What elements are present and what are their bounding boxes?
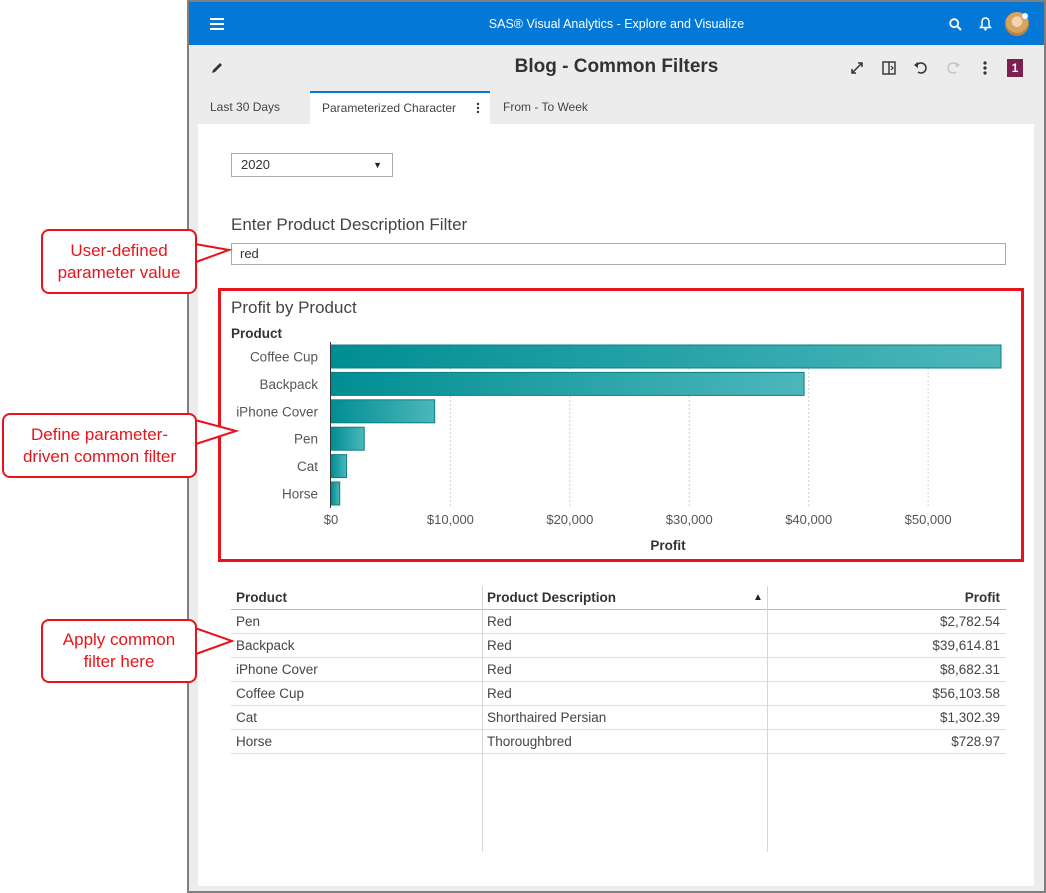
- callout-define-common-filter: Define parameter- driven common filter: [2, 413, 197, 478]
- status-dot: [1022, 13, 1028, 19]
- bar[interactable]: [330, 481, 341, 506]
- column-header-profit[interactable]: Profit: [964, 590, 1000, 605]
- report-tabs: Last 30 Days Parameterized Character Fro…: [189, 91, 1044, 124]
- x-tick-label: $30,000: [666, 512, 713, 527]
- cell-product-description: Shorthaired Persian: [487, 710, 607, 725]
- category-label: iPhone Cover: [236, 404, 318, 419]
- callout-line: Apply common: [62, 630, 176, 649]
- app-title: SAS® Visual Analytics - Explore and Visu…: [488, 17, 745, 31]
- bar[interactable]: [330, 371, 805, 396]
- more-vertical-icon[interactable]: [975, 58, 995, 78]
- category-label: Pen: [294, 432, 318, 447]
- bar[interactable]: [330, 344, 1002, 369]
- table-header-row: Product Product Description ▲ Profit: [231, 586, 1006, 610]
- report-canvas: 2020 ▼ Enter Product Description Filter …: [198, 124, 1034, 886]
- product-description-filter-input[interactable]: red: [231, 243, 1006, 265]
- cell-product: iPhone Cover: [236, 662, 318, 677]
- bar[interactable]: [330, 426, 365, 451]
- cell-product-description: Thoroughbred: [487, 734, 572, 749]
- table-row[interactable]: Horse Thoroughbred $728.97: [231, 730, 1006, 754]
- side-panel-icon[interactable]: [879, 58, 899, 78]
- redo-icon[interactable]: [943, 58, 963, 78]
- x-tick-label: $20,000: [546, 512, 593, 527]
- tab-label: Parameterized Character: [322, 101, 457, 115]
- profit-by-product-chart: Coffee Cup Backpack iPhone Cover Pen Cat Hors…: [231, 326, 1002, 553]
- x-tick-label: $10,000: [427, 512, 474, 527]
- tab-more-icon[interactable]: [475, 100, 481, 116]
- x-tick-label: $0: [324, 512, 338, 527]
- callout-line: filter here: [83, 652, 155, 671]
- chart-title: Profit by Product: [231, 298, 357, 317]
- filter-label: Enter Product Description Filter: [231, 215, 468, 234]
- cell-product-description: Red: [487, 614, 512, 629]
- table-row[interactable]: Pen Red $2,782.54: [231, 610, 1006, 634]
- x-tick-label: $40,000: [785, 512, 832, 527]
- cell-product-description: Red: [487, 638, 512, 653]
- app-header: SAS® Visual Analytics - Explore and Visu…: [189, 2, 1044, 45]
- bar[interactable]: [330, 454, 348, 479]
- callout-line: User-defined: [70, 241, 168, 260]
- callout-line: driven common filter: [22, 447, 177, 466]
- tab-from-to-week[interactable]: From - To Week: [503, 100, 588, 114]
- callout-user-defined-parameter: User-defined parameter value: [41, 229, 197, 294]
- cell-product: Horse: [236, 734, 273, 749]
- bell-icon[interactable]: [975, 14, 995, 34]
- hamburger-menu-icon[interactable]: [207, 14, 227, 34]
- bar[interactable]: [330, 399, 436, 424]
- report-title: Blog - Common Filters: [514, 56, 719, 77]
- sort-ascending-icon[interactable]: ▲: [753, 592, 763, 603]
- cell-product-description: Red: [487, 662, 512, 677]
- tab-parameterized-character[interactable]: Parameterized Character: [310, 91, 490, 124]
- tab-last-30-days[interactable]: Last 30 Days: [210, 100, 281, 114]
- cell-product: Pen: [236, 614, 261, 629]
- table-row[interactable]: Cat Shorthaired Persian $1,302.39: [231, 706, 1006, 730]
- cell-profit: $2,782.54: [939, 614, 1000, 629]
- category-label: Coffee Cup: [250, 350, 318, 365]
- cell-profit: $1,302.39: [939, 710, 1000, 725]
- search-icon[interactable]: [945, 14, 965, 34]
- cell-profit: $728.97: [951, 734, 1000, 749]
- table-row[interactable]: Coffee Cup Red $56,103.58: [231, 682, 1006, 706]
- cell-profit: $39,614.81: [932, 638, 1000, 653]
- column-divider[interactable]: [482, 586, 483, 852]
- column-divider[interactable]: [767, 586, 768, 852]
- callout-line: Define parameter-: [30, 425, 168, 444]
- expand-icon[interactable]: [847, 58, 867, 78]
- undo-icon[interactable]: [911, 58, 931, 78]
- table-row[interactable]: Backpack Red $39,614.81: [231, 634, 1006, 658]
- dropdown-caret-icon: ▼: [373, 160, 382, 170]
- cell-profit: $8,682.31: [939, 662, 1000, 677]
- cell-product: Coffee Cup: [236, 686, 305, 701]
- pencil-icon[interactable]: [207, 58, 227, 78]
- category-label: Backpack: [259, 377, 318, 392]
- callout-apply-common-filter: Apply common filter here: [41, 619, 197, 683]
- x-axis-label: Profit: [650, 538, 686, 553]
- cell-product: Backpack: [236, 638, 295, 653]
- report-toolbar: Blog - Common Filters 1: [189, 45, 1044, 91]
- callout-line: parameter value: [57, 263, 181, 282]
- table-row[interactable]: iPhone Cover Red $8,682.31: [231, 658, 1006, 682]
- year-dropdown-value: 2020: [241, 157, 270, 172]
- y-axis-label: Product: [231, 326, 283, 341]
- page-count-badge[interactable]: 1: [1007, 59, 1023, 77]
- cell-product-description: Red: [487, 686, 512, 701]
- year-dropdown[interactable]: 2020 ▼: [231, 153, 393, 177]
- cell-product: Cat: [236, 710, 258, 725]
- column-header-product-description[interactable]: Product Description: [487, 590, 617, 605]
- column-header-product[interactable]: Product: [236, 590, 288, 605]
- sas-application-window: SAS® Visual Analytics - Explore and Visu…: [187, 0, 1046, 893]
- x-tick-label: $50,000: [905, 512, 952, 527]
- category-label: Cat: [297, 459, 318, 474]
- cell-profit: $56,103.58: [932, 686, 1000, 701]
- category-label: Horse: [282, 487, 318, 502]
